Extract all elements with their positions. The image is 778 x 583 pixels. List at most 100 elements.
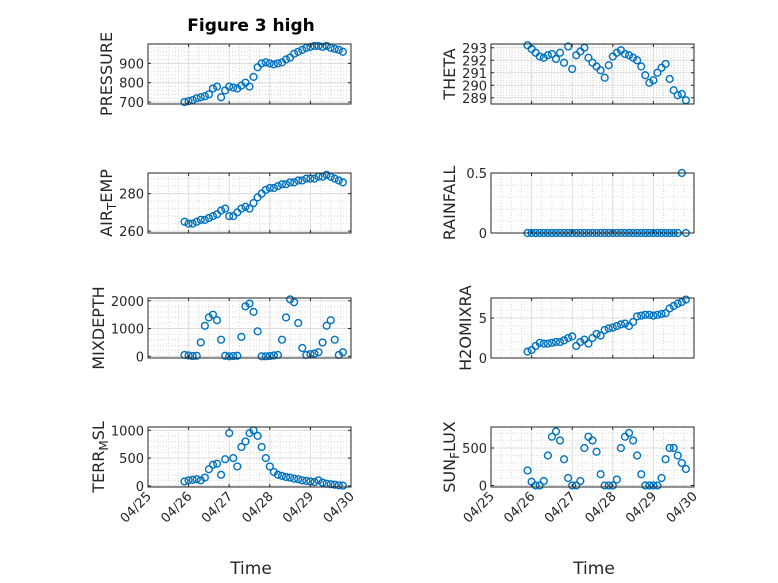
y-tick-label: 2000	[111, 295, 144, 310]
y-tick-label: 293	[462, 42, 487, 57]
axes-box	[490, 297, 695, 359]
axes-box	[147, 297, 352, 359]
x-tick-label: 04/27	[542, 489, 579, 526]
data-point	[192, 217, 201, 226]
data-point	[180, 97, 189, 107]
data-point	[673, 299, 682, 308]
data-point	[298, 343, 307, 353]
x-tick-label: 04/28	[240, 489, 277, 526]
data-point	[600, 481, 609, 490]
data-point	[608, 323, 617, 332]
y-axis-label: MIXDEPTH	[89, 286, 108, 369]
data-point	[633, 451, 642, 460]
axes-box	[490, 426, 695, 488]
data-point	[547, 432, 557, 441]
axes-box	[490, 172, 695, 234]
x-tick-label: 04/27	[199, 489, 236, 526]
data-point	[596, 66, 605, 75]
y-tick-label: 291	[462, 67, 487, 82]
data-point	[298, 476, 307, 485]
data-point	[535, 481, 544, 490]
data-point	[310, 349, 319, 358]
data-point	[257, 59, 266, 68]
data-point	[314, 476, 323, 485]
data-point	[318, 338, 327, 347]
data-point	[294, 176, 303, 185]
data-point	[200, 92, 209, 101]
y-tick-label: 0	[479, 480, 487, 495]
data-point	[302, 174, 311, 183]
data-point	[330, 480, 339, 489]
data-point	[200, 321, 209, 330]
axes-box	[490, 43, 695, 105]
data-point	[221, 204, 230, 213]
data-point	[269, 351, 278, 360]
data-point	[645, 78, 654, 87]
y-axis-label: H2OMIXRA	[456, 285, 475, 371]
data-point	[221, 455, 230, 464]
data-point	[535, 52, 544, 61]
y-axis-label: TERRMSL	[89, 421, 111, 494]
data-point	[180, 217, 189, 226]
y-tick-label: 290	[462, 79, 487, 94]
data-point	[208, 310, 218, 319]
data-point	[604, 324, 613, 333]
y-tick-label: 289	[462, 92, 487, 107]
data-point	[290, 49, 299, 58]
data-point	[277, 335, 287, 344]
data-point	[257, 442, 266, 452]
data-point	[584, 339, 593, 348]
data-point	[657, 309, 666, 319]
data-point	[200, 473, 209, 482]
data-point	[338, 348, 347, 357]
data-point	[649, 481, 658, 490]
data-point	[555, 436, 565, 445]
data-point	[661, 59, 670, 69]
data-point	[649, 76, 658, 85]
data-point	[322, 170, 331, 179]
y-tick-label: 1000	[111, 424, 144, 439]
data-point	[245, 204, 254, 213]
data-point	[237, 332, 246, 341]
data-point	[273, 470, 283, 479]
data-point	[277, 180, 287, 189]
data-point	[225, 352, 234, 361]
data-point	[216, 470, 226, 479]
data-point	[208, 212, 218, 221]
data-point	[661, 309, 670, 318]
subplot-4: 0 0.5 RAINFALL	[440, 166, 695, 242]
y-axis-label: THETA	[440, 48, 459, 100]
x-tick-label: 04/28	[583, 489, 620, 526]
data-point	[261, 454, 270, 463]
data-point	[310, 41, 319, 51]
axes-box	[147, 426, 352, 488]
data-point	[188, 219, 197, 228]
data-point	[204, 90, 214, 99]
data-point	[600, 325, 609, 335]
data-point	[229, 454, 238, 463]
data-point	[184, 476, 193, 485]
data-point	[204, 213, 214, 223]
data-point	[253, 327, 262, 336]
data-point	[653, 68, 662, 77]
data-point	[568, 64, 577, 74]
x-tick-label: 04/29	[623, 489, 660, 526]
data-point	[269, 60, 278, 69]
data-point	[204, 465, 214, 474]
data-point	[196, 215, 205, 224]
data-point	[318, 478, 327, 487]
data-point	[338, 47, 347, 56]
data-point	[559, 455, 569, 464]
data-point	[229, 351, 238, 361]
data-point	[221, 351, 230, 360]
data-point	[661, 455, 670, 464]
data-point	[612, 321, 621, 331]
data-point	[322, 321, 331, 330]
data-point	[233, 462, 242, 471]
data-point	[531, 481, 540, 490]
data-point	[641, 71, 650, 80]
